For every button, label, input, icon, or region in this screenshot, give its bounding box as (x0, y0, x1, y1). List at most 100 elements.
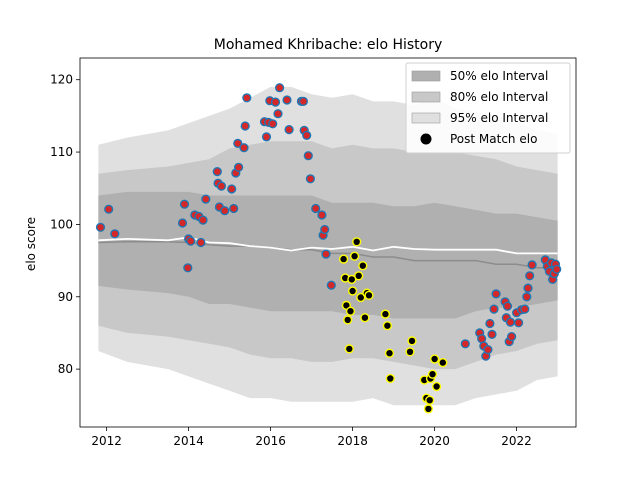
data-point-inner (269, 120, 276, 128)
data-point-inner (357, 294, 364, 301)
data-point (186, 236, 196, 246)
data-point (380, 309, 390, 319)
plot-area (95, 83, 562, 414)
data-point-inner (433, 383, 440, 390)
data-point (358, 261, 368, 271)
legend-entry: Post Match elo (420, 132, 537, 146)
data-point-inner (421, 376, 428, 384)
data-point (485, 318, 495, 329)
data-point (242, 93, 252, 103)
axes-frame (79, 57, 577, 428)
data-point-inner (235, 164, 242, 171)
data-point (302, 130, 312, 140)
data-point-inner (230, 205, 237, 212)
y-tick-label: 120 (50, 73, 73, 87)
data-point-inner (184, 264, 191, 271)
legend-swatch (411, 70, 441, 82)
data-point-inner (406, 348, 414, 355)
data-point (523, 283, 533, 293)
data-point (352, 237, 362, 247)
data-point-inner (353, 238, 360, 245)
data-point (183, 263, 193, 273)
data-point-inner (303, 132, 310, 139)
data-point-inner (504, 303, 511, 310)
data-point (423, 404, 433, 414)
data-point-inner (508, 333, 515, 340)
data-point (305, 174, 315, 184)
data-point-inner (488, 331, 496, 338)
data-point-inner (285, 126, 293, 133)
legend-swatch (411, 91, 441, 103)
data-point-inner (274, 110, 282, 117)
data-point-inner (387, 375, 394, 382)
data-point (220, 206, 230, 216)
data-point-inner (321, 226, 328, 233)
data-point-inner (312, 205, 319, 212)
data-point (345, 306, 356, 316)
data-point (326, 280, 336, 290)
y-tick-label: 110 (50, 145, 73, 159)
data-point (110, 229, 120, 239)
data-point (505, 317, 515, 327)
data-point-inner (384, 322, 391, 329)
data-point-inner (526, 272, 533, 279)
data-point-inner (272, 98, 279, 106)
data-point (229, 203, 239, 214)
data-point-inner (553, 266, 560, 273)
data-point-inner (359, 262, 366, 269)
legend: 50% elo Interval 80% elo Interval 95% elo … (405, 62, 571, 154)
data-point-inner (187, 237, 194, 245)
data-point (320, 224, 330, 235)
data-point-inner (305, 152, 312, 159)
data-point-inner (523, 293, 530, 300)
data-point (343, 315, 353, 325)
data-point-inner (408, 337, 416, 345)
data-point (95, 222, 106, 232)
data-point (514, 318, 524, 328)
data-point-inner (199, 216, 207, 224)
data-point-inner (221, 207, 228, 214)
data-point (339, 254, 349, 264)
data-point-inner (243, 94, 250, 102)
data-point (317, 210, 327, 220)
data-point (261, 132, 272, 142)
data-point-inner (283, 96, 291, 104)
data-point-inner (340, 255, 347, 263)
data-point-inner (105, 206, 112, 213)
data-point-inner (351, 253, 358, 260)
data-point-inner (342, 274, 349, 282)
data-point (502, 301, 513, 311)
data-point-inner (111, 230, 119, 237)
data-point (405, 347, 415, 357)
x-tick-label: 2022 (501, 434, 532, 448)
data-point-inner (349, 287, 356, 295)
data-point (311, 203, 321, 214)
data-point (270, 97, 281, 107)
data-point-inner (179, 219, 186, 227)
data-point-inner (322, 250, 330, 258)
data-point-inner (218, 182, 225, 190)
data-point (527, 260, 537, 270)
data-point (268, 119, 278, 129)
data-point (354, 271, 364, 281)
data-point (384, 348, 395, 358)
data-point (321, 249, 331, 259)
data-point (179, 199, 190, 209)
data-point-inner (344, 316, 351, 324)
data-point (282, 95, 292, 105)
axes: 2012 2014 2016 2018 2020 2022 80 90 100 110 120 (50, 57, 577, 448)
data-point-inner (355, 272, 362, 279)
data-point (240, 121, 250, 131)
data-point-inner (328, 282, 335, 289)
x-tick-label: 2014 (173, 434, 204, 448)
legend-swatch (411, 112, 441, 124)
data-point (460, 339, 470, 349)
data-point (477, 334, 487, 344)
data-point (201, 194, 211, 204)
data-point-inner (386, 350, 393, 357)
data-point (489, 304, 499, 314)
data-point-inner (482, 352, 489, 360)
data-point-inner (429, 371, 436, 378)
data-point (284, 125, 294, 135)
data-point-inner (490, 305, 498, 313)
